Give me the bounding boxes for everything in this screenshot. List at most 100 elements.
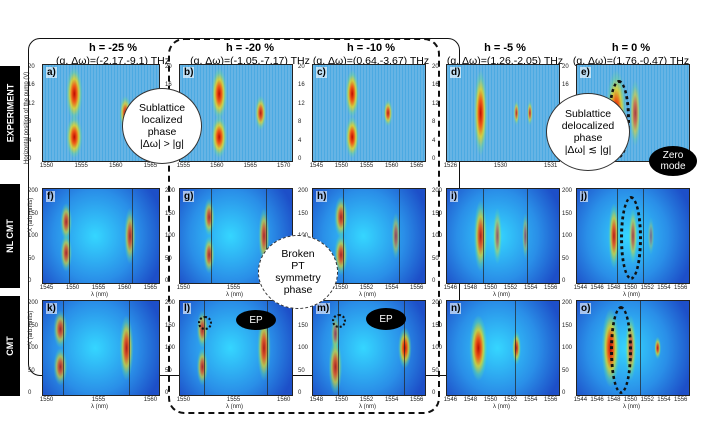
panel-label-d: d) xyxy=(450,67,462,78)
x-tick-label: 1560 xyxy=(384,163,399,169)
x-tick-label: 1548 xyxy=(309,397,324,403)
panel-label-n: n) xyxy=(450,303,462,314)
y-tick-label: 16 xyxy=(562,82,569,89)
y-tick-label: 50 xyxy=(432,255,439,262)
x-tick-label: 1555 xyxy=(91,285,106,291)
x-tick-label: 1546 xyxy=(443,397,458,403)
mode-trace-line xyxy=(616,189,618,283)
y-tick-label: 4 xyxy=(28,137,32,144)
row-label-experiment: EXPERIMENT xyxy=(0,66,20,160)
x-axis-label: λ (nm) xyxy=(623,292,640,298)
panel-l: l) xyxy=(179,300,293,396)
x-tick-label: 1550 xyxy=(176,285,191,291)
x-tick-label: 1555 xyxy=(74,163,88,169)
y-tick-label: 20 xyxy=(562,64,569,70)
column-h-value: h = -5 % xyxy=(484,42,526,54)
y-tick-label: 0 xyxy=(298,390,302,396)
mode-trace-line xyxy=(210,189,212,283)
y-tick-label: 0 xyxy=(165,390,169,396)
column-h-value: h = -10 % xyxy=(347,42,395,54)
x-tick-label: 1546 xyxy=(443,285,458,291)
x-tick-label: 1550 xyxy=(483,397,498,403)
panel-label-e: e) xyxy=(580,67,591,78)
x-tick-label: 1550 xyxy=(623,397,638,403)
x-tick-label: 1548 xyxy=(607,285,621,291)
mode-trace-line xyxy=(265,189,267,283)
y-tick-label: 20 xyxy=(28,64,35,70)
broken-pt-region-frame xyxy=(168,38,440,414)
x-tick-label: 1526 xyxy=(443,163,458,169)
mode-trace-line xyxy=(483,189,485,283)
x-tick-label: 1552 xyxy=(503,285,518,291)
y-tick-label: 100 xyxy=(432,233,443,239)
y-tick-label: 0 xyxy=(28,278,32,284)
y-tick-label: 50 xyxy=(28,367,35,374)
panel-label-o: o) xyxy=(580,303,592,314)
x-axis-label: λ (nm) xyxy=(493,404,510,410)
y-tick-label: 16 xyxy=(298,82,305,89)
x-tick-label: 1555 xyxy=(176,163,191,169)
y-tick-label: 50 xyxy=(165,367,172,374)
zero-mode-ellipse-o xyxy=(610,306,632,394)
mode-trace-line xyxy=(404,301,406,395)
column-h-value: h = 0 % xyxy=(611,42,651,54)
x-tick-label: 1552 xyxy=(359,397,374,403)
y-tick-label: 150 xyxy=(432,322,443,329)
mode-trace-line xyxy=(131,189,133,283)
row-label-nl-cmt: NL CMT xyxy=(0,184,20,288)
panel-label-h: h) xyxy=(316,191,328,202)
panel-label-b: b) xyxy=(183,67,195,78)
y-tick-label: 200 xyxy=(28,188,39,194)
y-tick-label: 0 xyxy=(432,156,436,162)
y-tick-label: 100 xyxy=(165,345,176,351)
y-tick-label: 20 xyxy=(165,64,172,70)
x-tick-label: 1546 xyxy=(590,397,604,403)
y-tick-label: 100 xyxy=(298,345,309,351)
y-tick-label: 0 xyxy=(28,390,32,396)
y-tick-label: 150 xyxy=(562,210,573,217)
x-tick-label: 1545 xyxy=(309,163,324,169)
x-tick-label: 1552 xyxy=(640,397,654,403)
column-h-value: h = -25 % xyxy=(89,42,137,54)
panel-o: o) xyxy=(576,300,690,396)
panel-label-g: g) xyxy=(183,191,195,202)
x-tick-label: 1552 xyxy=(359,285,374,291)
x-tick-label: 1554 xyxy=(657,285,671,291)
ep-marker-l xyxy=(198,316,212,330)
y-tick-label: 150 xyxy=(432,210,443,217)
x-tick-label: 1554 xyxy=(384,397,399,403)
x-tick-label: 1560 xyxy=(143,397,158,403)
x-tick-label: 1552 xyxy=(503,397,518,403)
x-axis-label: λ (nm) xyxy=(91,404,108,410)
x-tick-label: 1544 xyxy=(573,397,588,403)
zero-mode-ellipse-j xyxy=(620,196,642,280)
y-tick-label: 200 xyxy=(432,300,443,306)
y-tick-label: 0 xyxy=(562,278,566,284)
mode-trace-line xyxy=(515,301,517,395)
y-tick-label: 200 xyxy=(562,188,573,194)
mode-trace-line xyxy=(63,301,65,395)
y-tick-label: 100 xyxy=(562,233,573,239)
mode-trace-line xyxy=(342,189,344,283)
y-tick-label: 50 xyxy=(165,255,172,262)
y-tick-label: 0 xyxy=(28,156,32,162)
panel-f: f) xyxy=(42,188,160,284)
y-tick-label: 100 xyxy=(432,345,443,351)
y-tick-label: 100 xyxy=(562,345,573,351)
x-tick-label: 1550 xyxy=(334,397,349,403)
x-tick-label: 1560 xyxy=(117,285,132,291)
x-tick-label: 1531 xyxy=(544,163,558,169)
x-tick-label: 1556 xyxy=(674,397,688,403)
x-tick-label: 1550 xyxy=(623,285,638,291)
y-tick-label: 16 xyxy=(28,82,35,89)
y-tick-label: 50 xyxy=(28,255,35,262)
panel-label-j: j) xyxy=(580,191,589,202)
x-tick-label: 1556 xyxy=(410,397,424,403)
panel-label-m: m) xyxy=(316,303,331,314)
x-axis-label: λ (nm) xyxy=(91,292,108,298)
x-tick-label: 1565 xyxy=(143,163,158,169)
mode-trace-line xyxy=(68,189,70,283)
panel-label-i: i) xyxy=(450,191,459,202)
x-tick-label: 1548 xyxy=(607,397,621,403)
y-tick-label: 4 xyxy=(432,137,436,144)
